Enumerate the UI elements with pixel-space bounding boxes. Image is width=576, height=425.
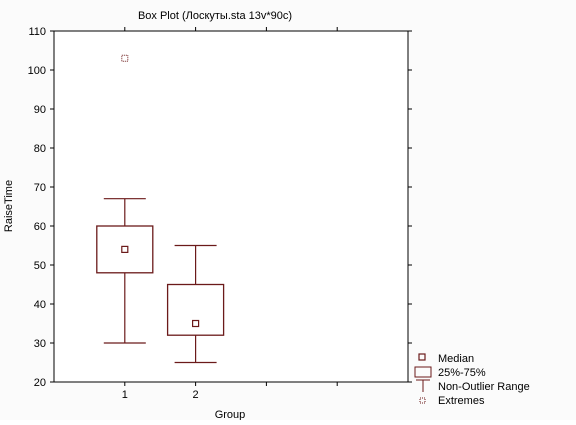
x-axis-title: Group: [215, 409, 246, 420]
y-tick-label: 20: [34, 377, 46, 389]
plot-frame: [53, 30, 409, 383]
median-marker: [192, 319, 200, 328]
median-marker: [121, 245, 129, 253]
box-group-1: [96, 54, 154, 344]
box-series: [96, 54, 225, 364]
legend: Median 25%-75% Non-Outlier Range Extreme…: [414, 353, 530, 407]
legend-box-swatch: [414, 366, 432, 378]
y-axis-title: RaiseTime: [3, 180, 15, 232]
chart-title: Box Plot (Лоскуты.sta 13v*90c): [138, 10, 292, 22]
legend-whisker-label: Non-Outlier Range: [438, 381, 530, 393]
y-tick-label: 30: [34, 338, 46, 350]
y-tick-label: 70: [34, 182, 46, 194]
box-group-2: [166, 244, 225, 364]
x-tick-label: 2: [193, 389, 199, 401]
y-tick-label: 90: [34, 104, 46, 116]
x-tick-label: 1: [122, 389, 128, 401]
y-axis: 20 30 40 50 60 70 80 90 100 110: [28, 26, 412, 389]
y-tick-label: 50: [34, 260, 46, 272]
legend-box-label: 25%-75%: [438, 367, 486, 379]
box-iqr: [166, 283, 225, 336]
y-tick-label: 110: [28, 26, 46, 38]
legend-median-label: Median: [438, 353, 474, 365]
legend-extremes-label: Extremes: [438, 395, 485, 407]
legend-extremes-swatch: [419, 397, 426, 404]
y-tick-label: 40: [34, 299, 46, 311]
box-iqr: [96, 225, 154, 274]
y-tick-label: 80: [34, 143, 46, 155]
legend-median-swatch: [418, 353, 426, 361]
legend-whisker-swatch: [416, 379, 430, 392]
y-tick-label: 60: [34, 221, 46, 233]
y-tick-label: 100: [28, 65, 46, 77]
extreme-point: [121, 54, 129, 62]
